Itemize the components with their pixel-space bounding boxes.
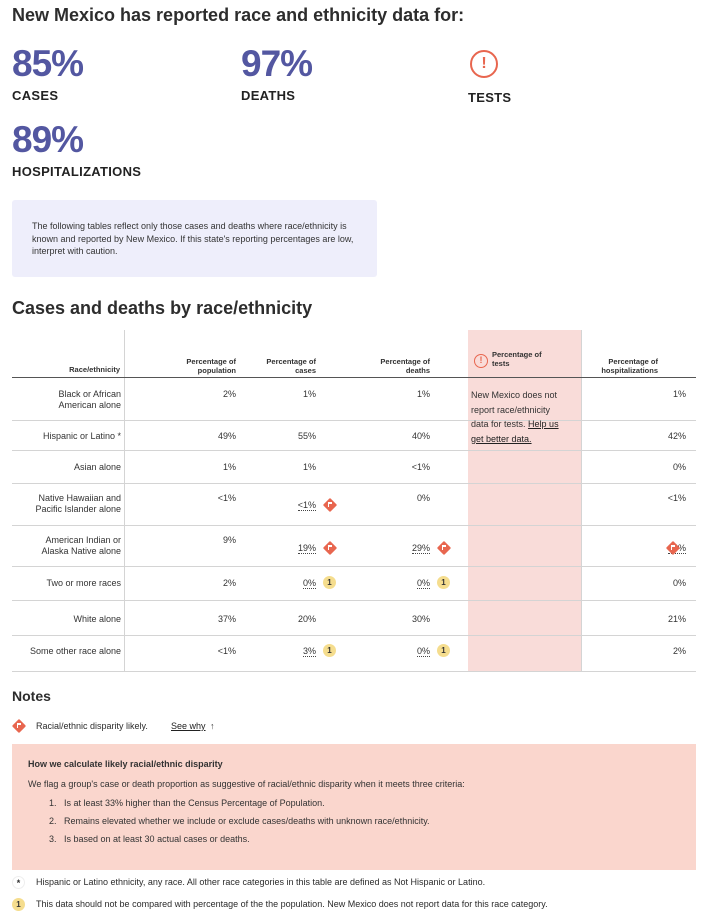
disparity-flag-icon[interactable] bbox=[322, 497, 337, 512]
cell-hospitalizations: <1% bbox=[667, 493, 686, 503]
header-race: Race/ethnicity bbox=[69, 365, 120, 374]
header-hospitalizations: Percentage of hospitalizations bbox=[601, 357, 658, 375]
footnote-badge-icon[interactable]: 1 bbox=[323, 576, 336, 589]
table-row-race: Hispanic or Latino * bbox=[42, 431, 121, 441]
cell-population: 1% bbox=[222, 462, 236, 472]
notes-title: Notes bbox=[12, 688, 51, 704]
footnote-badge-icon[interactable]: 1 bbox=[437, 576, 450, 589]
cell-deaths: 1% bbox=[416, 389, 430, 399]
table-row-race: Some other race alone bbox=[29, 646, 121, 656]
cell-deaths: <1% bbox=[411, 462, 430, 472]
cell-hospitalizations: 1% bbox=[672, 389, 686, 399]
metric-tests: ! TESTS bbox=[468, 44, 511, 105]
header-cases: Percentage of cases bbox=[266, 357, 316, 375]
criterion-item: 1. Is at least 33% higher than the Census… bbox=[49, 798, 325, 808]
cell-population: 2% bbox=[222, 389, 236, 399]
info-note: The following tables reflect only those … bbox=[12, 200, 377, 277]
metric-cases-value: 85% bbox=[12, 43, 84, 84]
table-row-race: Asian alone bbox=[73, 462, 121, 472]
cell-cases[interactable]: <1% bbox=[297, 500, 316, 511]
disparity-calculation-box: How we calculate likely racial/ethnic di… bbox=[12, 744, 696, 870]
table-row-race: White alone bbox=[73, 614, 121, 624]
cell-cases[interactable]: 0% bbox=[302, 578, 316, 589]
cell-deaths: 30% bbox=[411, 614, 430, 624]
cell-population: 49% bbox=[217, 431, 236, 441]
disparity-flag-icon[interactable] bbox=[665, 540, 680, 555]
tests-column bbox=[468, 330, 581, 672]
header-population: Percentage of population bbox=[186, 357, 236, 375]
footnote-badge-icon: 1 bbox=[12, 898, 25, 911]
cell-cases: 1% bbox=[302, 462, 316, 472]
warning-circle-icon: ! bbox=[474, 354, 488, 368]
cell-cases[interactable]: 19% bbox=[297, 543, 316, 554]
cell-population: 2% bbox=[222, 578, 236, 588]
cell-population: <1% bbox=[217, 493, 236, 503]
cell-cases: 1% bbox=[302, 389, 316, 399]
metric-hospitalizations-value: 89% bbox=[12, 119, 84, 160]
cell-cases: 55% bbox=[297, 431, 316, 441]
disparity-legend-text: Racial/ethnic disparity likely. bbox=[36, 721, 148, 731]
header-deaths: Percentage of deaths bbox=[380, 357, 430, 375]
arrow-up-icon: ↑ bbox=[210, 721, 215, 731]
race-ethnicity-table: Race/ethnicity Percentage of population P… bbox=[12, 330, 696, 672]
cell-deaths: 0% bbox=[416, 493, 430, 503]
cell-hospitalizations: 21% bbox=[667, 614, 686, 624]
cell-cases[interactable]: 3% bbox=[302, 646, 316, 657]
header-tests: Percentage of tests bbox=[492, 350, 542, 368]
metric-hospitalizations-label: HOSPITALIZATIONS bbox=[12, 164, 142, 179]
see-why-link[interactable]: See why bbox=[171, 721, 206, 731]
calc-intro: We flag a group's case or death proporti… bbox=[28, 779, 465, 789]
cell-deaths: 40% bbox=[411, 431, 430, 441]
table-row-race: American Indian or Alaska Native alone bbox=[41, 535, 121, 556]
cell-deaths[interactable]: 0% bbox=[416, 578, 430, 589]
criterion-item: 3. Is based on at least 30 actual cases o… bbox=[49, 834, 250, 844]
disparity-flag-icon bbox=[11, 718, 26, 733]
table-row-race: Native Hawaiian and Pacific Islander alon… bbox=[35, 493, 121, 514]
cell-population: <1% bbox=[217, 646, 236, 656]
cell-hospitalizations: 0% bbox=[672, 462, 686, 472]
asterisk-icon: * bbox=[12, 876, 25, 889]
metric-deaths-value: 97% bbox=[241, 43, 313, 84]
help-us-link[interactable]: Help us get better data. bbox=[471, 419, 559, 444]
page-title: New Mexico has reported race and ethnici… bbox=[12, 5, 465, 25]
disparity-flag-icon[interactable] bbox=[436, 540, 451, 555]
cell-population: 37% bbox=[217, 614, 236, 624]
footnote-badge-icon[interactable]: 1 bbox=[323, 644, 336, 657]
calc-title: How we calculate likely racial/ethnic di… bbox=[28, 759, 223, 769]
metric-deaths-label: DEATHS bbox=[241, 88, 296, 103]
metric-deaths: 97% DEATHS bbox=[241, 43, 313, 104]
criterion-item: 2. Remains elevated whether we include or… bbox=[49, 816, 430, 826]
footnote-badge-icon[interactable]: 1 bbox=[437, 644, 450, 657]
disparity-flag-icon[interactable] bbox=[322, 540, 337, 555]
cell-cases: 20% bbox=[297, 614, 316, 624]
cell-deaths[interactable]: 29% bbox=[411, 543, 430, 554]
cell-population: 9% bbox=[222, 535, 236, 545]
section-title: Cases and deaths by race/ethnicity bbox=[12, 298, 313, 318]
cell-hospitalizations: 42% bbox=[667, 431, 686, 441]
warning-circle-icon: ! bbox=[470, 50, 498, 78]
tests-note: New Mexico does not report race/ethnicit… bbox=[471, 390, 559, 444]
cell-hospitalizations: 0% bbox=[672, 578, 686, 588]
cell-hospitalizations: 2% bbox=[672, 646, 686, 656]
table-row-race: Black or African American alone bbox=[58, 389, 121, 410]
table-row-race: Two or more races bbox=[46, 578, 121, 588]
metric-tests-label: TESTS bbox=[468, 90, 512, 105]
cell-deaths[interactable]: 0% bbox=[416, 646, 430, 657]
metric-cases: 85% CASES bbox=[12, 43, 84, 104]
metric-cases-label: CASES bbox=[12, 88, 59, 103]
metric-hospitalizations: 89% HOSPITALIZATIONS bbox=[12, 119, 142, 180]
